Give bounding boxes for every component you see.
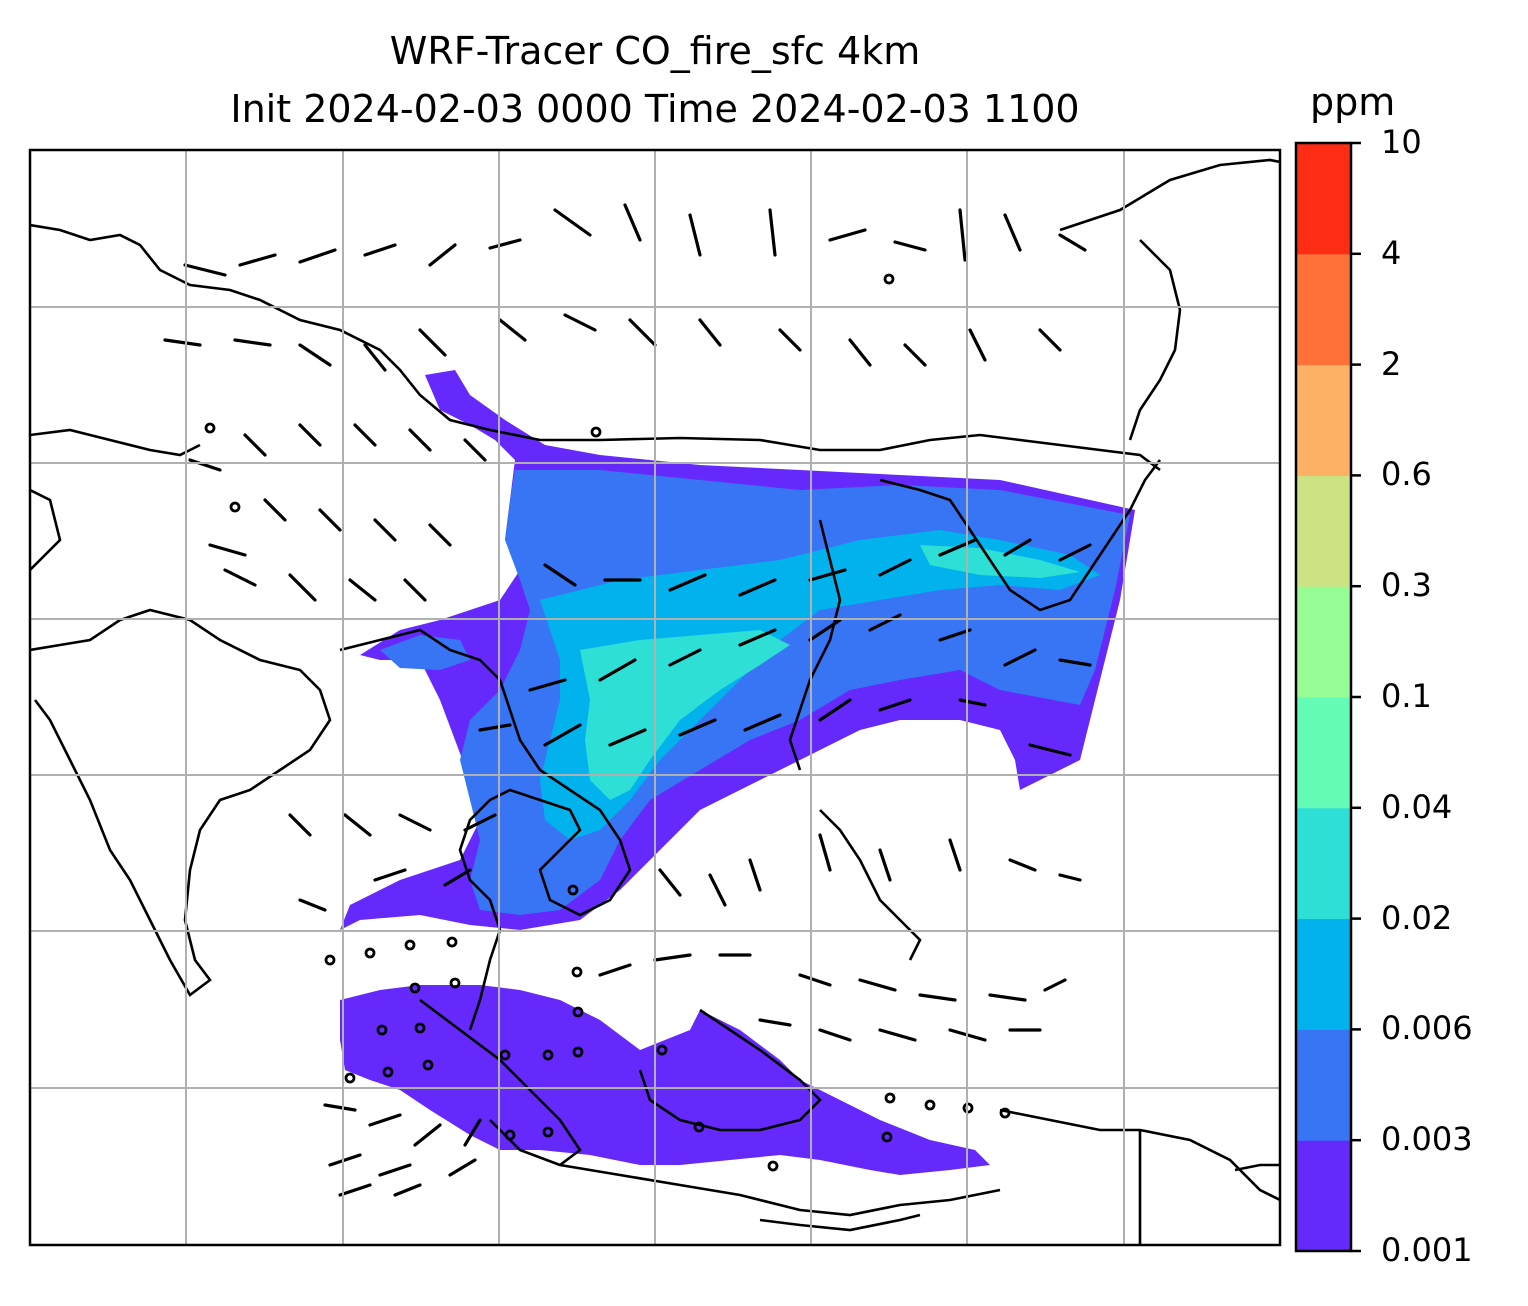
colorbar-bin-6 xyxy=(1296,475,1351,587)
map-frame xyxy=(28,148,1282,1247)
colorbar-bin-0 xyxy=(1296,1140,1351,1252)
colorbar-tick-label: 0.003 xyxy=(1381,1120,1473,1159)
colorbar-tick-label: 4 xyxy=(1381,233,1402,272)
colorbar-tick-label: 0.6 xyxy=(1381,455,1432,494)
colorbar-bin-1 xyxy=(1296,1029,1351,1141)
colorbar-bin-4 xyxy=(1296,697,1351,809)
co-plume-peak xyxy=(580,545,1080,800)
colorbar-bin-5 xyxy=(1296,586,1351,698)
gridlines xyxy=(30,150,1280,1245)
colorbar-tick-label: 10 xyxy=(1381,123,1422,161)
map-content xyxy=(30,150,1280,1245)
colorbar xyxy=(1294,141,1361,1253)
colorbar-unit: ppm xyxy=(1310,80,1396,124)
colorbar-bin-7 xyxy=(1296,364,1351,476)
colorbar-bin-2 xyxy=(1296,918,1351,1030)
colorbar-tick-label: 0.3 xyxy=(1381,566,1432,605)
chart-title-line1: WRF-Tracer CO_fire_sfc 4km xyxy=(389,29,921,73)
chart-title-line2: Init 2024-02-03 0000 Time 2024-02-03 110… xyxy=(230,87,1080,131)
colorbar-tick-label: 0.02 xyxy=(1381,898,1453,937)
co-plume-high xyxy=(540,530,1100,840)
colorbar-bin-3 xyxy=(1296,807,1351,920)
colorbar-tick-label: 0.1 xyxy=(1381,677,1432,715)
colorbar-bin-9 xyxy=(1296,143,1351,255)
colorbar-tick-label: 0.001 xyxy=(1381,1231,1473,1269)
colorbar-tick-label: 2 xyxy=(1381,344,1402,383)
calm-markers xyxy=(204,273,1011,1172)
colorbar-tick-label: 0.04 xyxy=(1381,787,1453,826)
colorbar-tick-label: 0.006 xyxy=(1381,1009,1473,1048)
wind-barbs xyxy=(163,203,1092,1197)
colorbar-bin-8 xyxy=(1296,253,1351,366)
